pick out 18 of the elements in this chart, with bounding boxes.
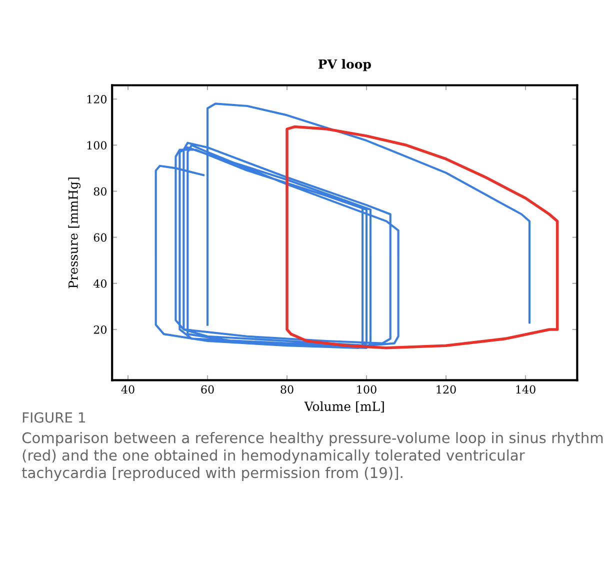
y-tick-label: 20	[94, 325, 107, 334]
x-tick-label: 120	[436, 385, 456, 394]
y-tick-label: 40	[93, 279, 107, 288]
chart-title: PV loop	[318, 59, 371, 72]
x-tick-label: 80	[280, 385, 294, 394]
x-axis-title: Volume [mL]	[304, 401, 384, 412]
line-series	[286, 125, 559, 350]
caption: FIGURE 1	[22, 412, 85, 423]
y-tick-label: 80	[94, 187, 107, 196]
x-tick-label: 60	[201, 385, 214, 394]
y-tick-label: 60	[94, 233, 107, 242]
y-axis-title: Pressure [mmHg]	[68, 178, 80, 288]
x-tick-label: 40	[121, 385, 134, 394]
y-tick-label: 100	[87, 141, 107, 150]
x-tick-label: 100	[357, 385, 376, 394]
text: Comparison between a reference healthy pressure-volume loop in sinus rhythm (red) and the one obtained in hemodynamically tolerated ventricular tachycardia [reproduced with permission from (19)].	[22, 432, 603, 481]
x-tick-label: 140	[516, 385, 536, 394]
y-tick-label: 120	[87, 95, 107, 104]
